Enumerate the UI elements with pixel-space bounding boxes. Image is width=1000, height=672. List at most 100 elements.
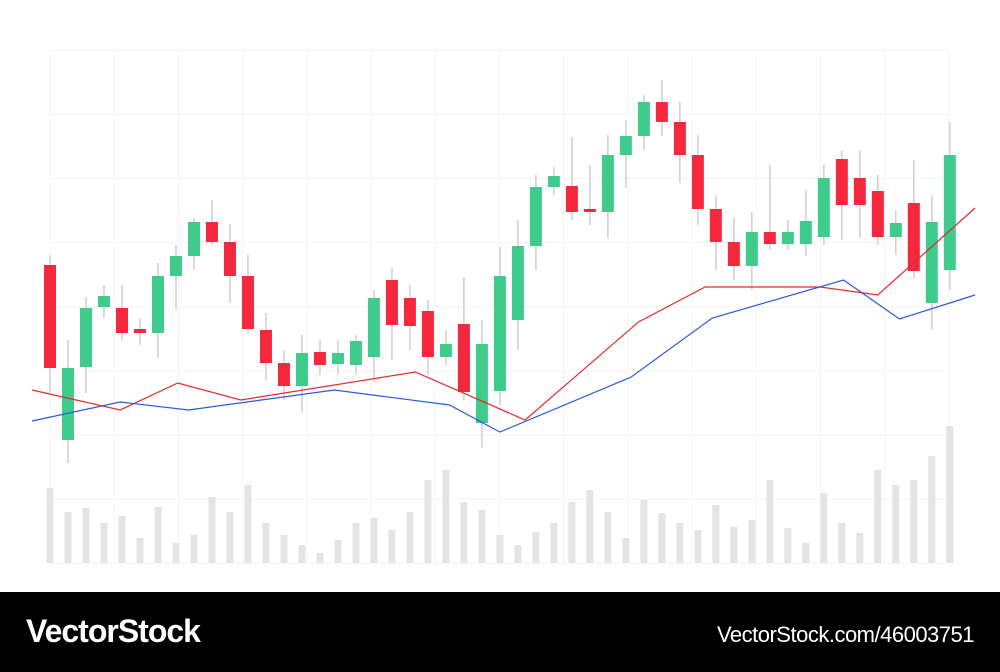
- candle-body: [385, 280, 398, 325]
- volume-bar: [928, 456, 936, 563]
- volume-bar: [208, 497, 216, 563]
- candle-body: [871, 191, 884, 237]
- volume-bar: [730, 527, 738, 563]
- candle-body: [241, 276, 254, 329]
- candle-body: [565, 186, 578, 212]
- volume-bar: [244, 485, 252, 563]
- candle-body: [511, 246, 524, 320]
- volume-bar: [190, 535, 198, 563]
- image-id: VectorStock.com/46003751: [717, 622, 974, 647]
- volume-bar: [370, 518, 378, 563]
- volume-bar: [874, 470, 882, 563]
- volume-bar: [352, 523, 360, 563]
- indicator-line: [31, 279, 976, 433]
- candle-body: [727, 242, 740, 266]
- volume-bar: [388, 530, 396, 563]
- candle-body: [853, 178, 866, 205]
- volume-bar: [820, 493, 828, 563]
- volume-bar: [694, 530, 702, 563]
- volume-bar: [622, 538, 630, 563]
- candle-body: [493, 276, 506, 391]
- candle-body: [313, 352, 326, 365]
- candle-body: [43, 265, 56, 368]
- candle-body: [349, 341, 362, 365]
- volume-bar: [262, 523, 270, 563]
- volume-bar: [604, 512, 612, 563]
- candle-body: [187, 222, 200, 256]
- volume-bar: [550, 523, 558, 563]
- candle-body: [601, 155, 614, 212]
- brand: VectorStock: [26, 613, 201, 649]
- candle-body: [457, 324, 470, 392]
- volume-bar: [568, 502, 576, 563]
- volume-bar: [136, 538, 144, 563]
- volume-bar: [118, 516, 126, 563]
- candle-body: [331, 353, 344, 364]
- candle-body: [529, 187, 542, 246]
- candle-body: [907, 203, 920, 271]
- candle-body: [421, 311, 434, 357]
- volume-bar: [496, 535, 504, 563]
- candle-body: [781, 232, 794, 244]
- volume-bar: [586, 490, 594, 563]
- volume-bar: [46, 488, 54, 563]
- candle-body: [799, 221, 812, 244]
- volume-bar: [658, 513, 666, 563]
- candle-body: [763, 232, 776, 244]
- candle-body: [205, 222, 218, 242]
- candle-body: [691, 155, 704, 209]
- candle-body: [619, 136, 632, 155]
- volume-bar: [856, 533, 864, 563]
- volume-bar: [298, 545, 306, 563]
- candle-body: [169, 256, 182, 276]
- candle-body: [889, 223, 902, 237]
- volume-bar: [316, 553, 324, 563]
- volume-bar: [712, 505, 720, 563]
- candle-body: [745, 232, 758, 266]
- candle-body: [403, 298, 416, 326]
- candle-body: [709, 209, 722, 242]
- candle-body: [475, 344, 488, 423]
- volume-bar: [640, 500, 648, 563]
- candle-body: [61, 368, 74, 440]
- volume-bar: [172, 543, 180, 563]
- candle-body: [583, 209, 596, 212]
- candle-body: [943, 155, 956, 270]
- candle-body: [673, 122, 686, 155]
- footer-bar: [0, 592, 1000, 672]
- candle-body: [97, 296, 110, 307]
- volume-bar: [82, 508, 90, 563]
- candle-body: [115, 308, 128, 333]
- candle-body: [637, 102, 650, 136]
- volume-bar: [478, 510, 486, 563]
- volume-bar: [100, 523, 108, 563]
- volume-bar: [676, 523, 684, 563]
- candle-body: [79, 308, 92, 367]
- volume-bar: [424, 480, 432, 563]
- candle-body: [655, 102, 668, 122]
- candle-body: [277, 363, 290, 386]
- candle-body: [223, 242, 236, 276]
- volume-bar: [946, 426, 954, 563]
- volume-bar: [838, 523, 846, 563]
- candle-body: [295, 353, 308, 386]
- volume-bar: [766, 480, 774, 563]
- candle-body: [151, 276, 164, 333]
- volume-bar: [910, 480, 918, 563]
- volume-bar: [784, 528, 792, 563]
- volume-bar: [892, 485, 900, 563]
- volume-bar: [406, 512, 414, 563]
- candle-body: [259, 330, 272, 363]
- candle-body: [925, 222, 938, 303]
- candle-body: [835, 159, 848, 205]
- volume-bar: [64, 512, 72, 563]
- volume-bar: [280, 535, 288, 563]
- candle-body: [439, 344, 452, 357]
- volume-bar: [442, 470, 450, 563]
- volume-bar: [748, 520, 756, 563]
- candle-body: [133, 329, 146, 333]
- candle-body: [367, 298, 380, 357]
- volume-bar: [532, 532, 540, 563]
- volume-bar: [460, 502, 468, 563]
